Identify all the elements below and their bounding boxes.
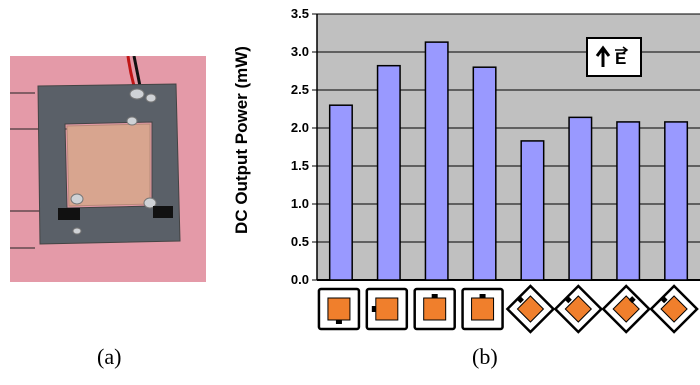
diamond-patch-icon [649,284,699,334]
plot-area [317,14,700,280]
y-tick-labels: 0.0 0.5 1.0 1.5 2.0 2.5 3.0 3.5 [291,6,309,287]
vector-arrow-icon [615,46,629,54]
diode [153,206,173,218]
black-wire [132,56,142,87]
solder-joint [70,193,84,205]
bars [328,41,689,281]
bar [520,140,545,281]
diamond-patch-icon [553,284,604,334]
diamond-patch-icon [505,284,556,334]
rectenna-photo [10,56,206,282]
bar [376,64,401,281]
copper-patch [66,123,151,207]
solder-joint [72,227,82,235]
diamond-patch-icon [601,284,651,334]
bar [424,41,449,281]
field-legend: E [586,37,642,77]
solder-joint [129,88,145,100]
y-tick-label: 2.0 [291,120,309,135]
caption-a: (a) [97,344,122,369]
legend-symbol: E [615,49,626,68]
orientation-icons [317,284,699,334]
y-tick-label: 3.5 [291,6,309,21]
y-tick-label: 2.5 [291,82,309,97]
y-tick-label: 1.5 [291,158,309,173]
bar [616,121,641,281]
y-tick-label: 1.0 [291,196,309,211]
square-patch-icon [461,287,504,331]
y-tick-label: 0.5 [291,234,309,249]
solder-joint [143,197,157,209]
square-patch-icon [413,287,456,331]
red-wire [126,56,136,87]
bar [472,66,497,281]
up-arrow-icon [595,45,611,67]
bar [568,116,593,281]
y-tick-label: 0.0 [291,272,309,287]
square-patch-icon [317,287,361,331]
y-tick-label: 3.0 [291,44,309,59]
bar [664,121,689,281]
square-patch-icon [365,287,409,331]
solder-joint [126,116,138,126]
y-axis-label: DC Output Power (mW) [232,46,251,234]
power-bar-chart: DC Output Power (mW) 0.0 0.5 1.0 1.5 2.0 2.5 3… [232,6,700,334]
caption-b: (b) [472,344,498,369]
bar [328,104,353,281]
solder-joint [145,93,157,103]
diode [58,208,80,220]
legend-box [586,37,642,77]
